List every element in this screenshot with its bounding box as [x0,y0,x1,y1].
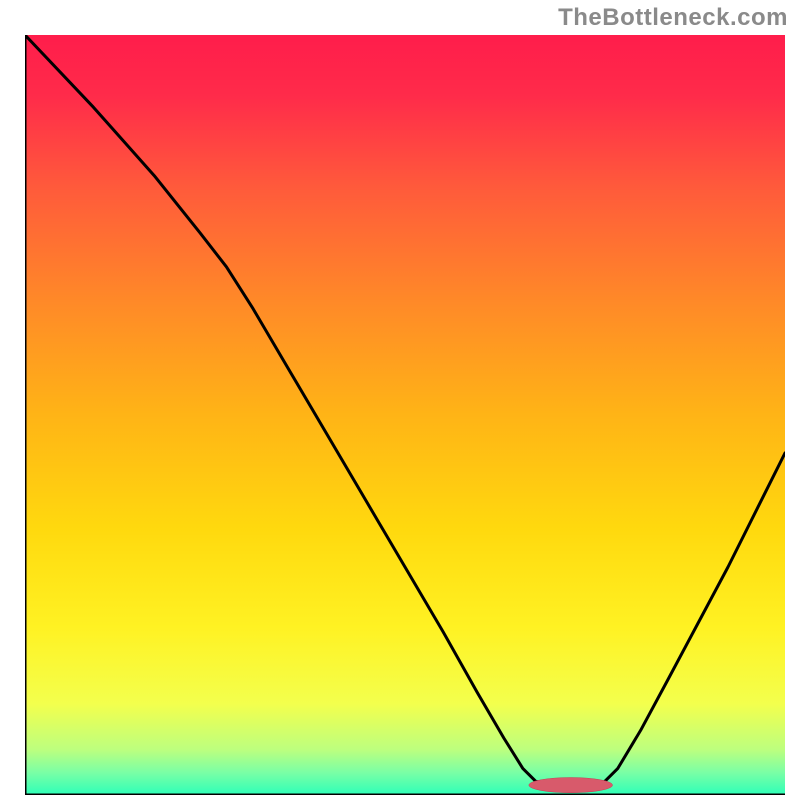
minimum-marker [529,778,613,793]
watermark-text: TheBottleneck.com [558,4,788,32]
gradient-background [25,35,785,795]
chart-container: TheBottleneck.com [0,0,800,800]
plot-area [25,35,785,795]
chart-svg [25,35,785,795]
